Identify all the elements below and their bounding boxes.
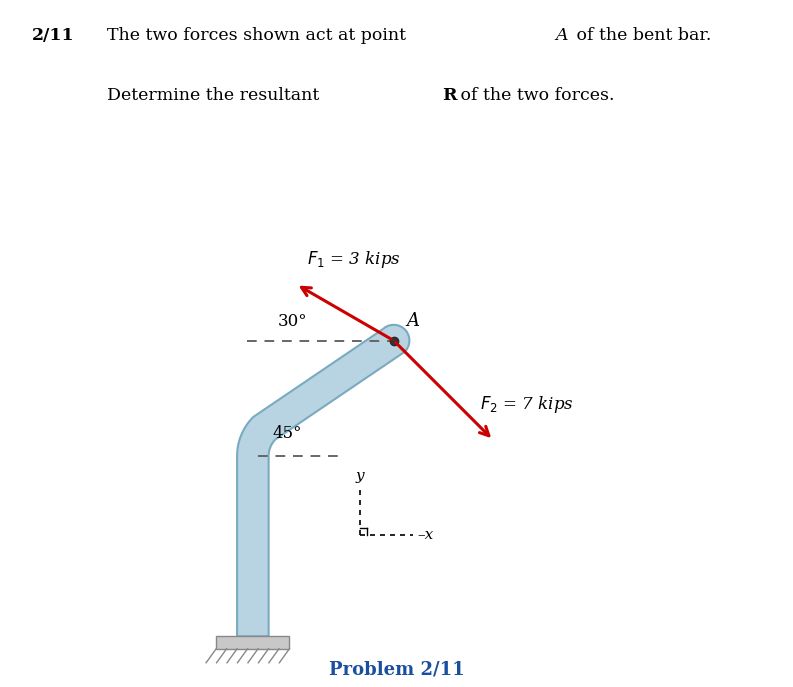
Text: of the bent bar.: of the bent bar. xyxy=(571,27,711,44)
Text: A: A xyxy=(555,27,568,44)
Text: of the two forces.: of the two forces. xyxy=(455,87,615,104)
Text: y: y xyxy=(355,469,364,482)
Text: 2/11: 2/11 xyxy=(32,27,75,44)
Text: The two forces shown act at point: The two forces shown act at point xyxy=(107,27,412,44)
Polygon shape xyxy=(237,325,409,636)
Text: A: A xyxy=(406,313,419,330)
Bar xyxy=(216,636,289,649)
Text: 30°: 30° xyxy=(278,313,307,330)
Text: $F_1$ = 3 kips: $F_1$ = 3 kips xyxy=(308,249,401,270)
Text: –x: –x xyxy=(418,528,434,542)
Text: Problem 2/11: Problem 2/11 xyxy=(328,660,465,679)
Text: $F_2$ = 7 kips: $F_2$ = 7 kips xyxy=(481,394,574,415)
Text: Determine the resultant: Determine the resultant xyxy=(107,87,325,104)
Text: R: R xyxy=(442,87,457,104)
Text: 45°: 45° xyxy=(273,425,302,442)
